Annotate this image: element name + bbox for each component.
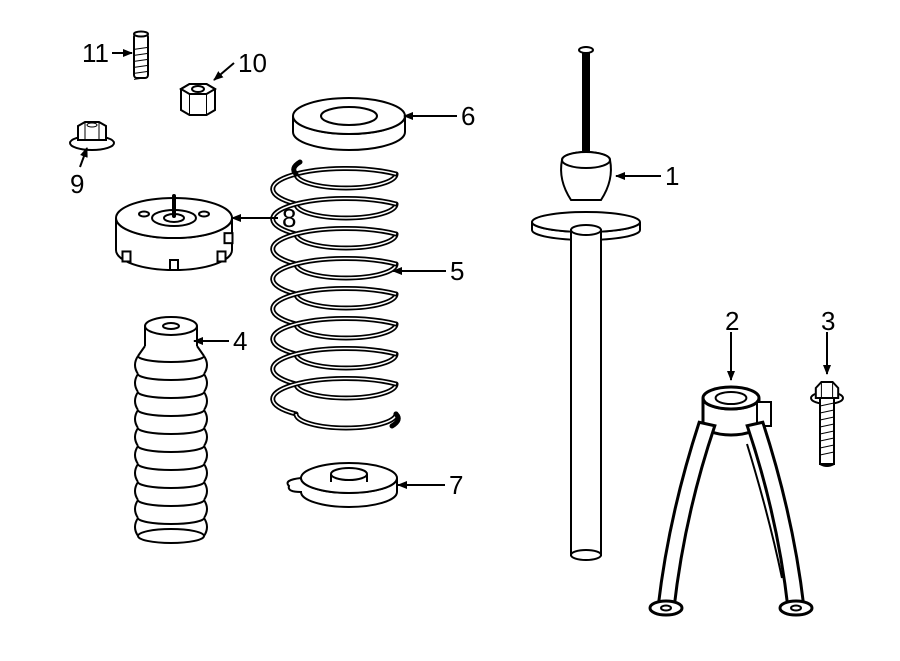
part-upper-seat (293, 98, 405, 150)
callout-label-3: 3 (821, 308, 835, 334)
callout-label-2: 2 (725, 308, 739, 334)
part-bumper-boot (135, 317, 207, 543)
callout-arrow-9 (80, 148, 87, 167)
callout-label-4: 4 (233, 328, 247, 354)
part-strut-mount (116, 196, 233, 270)
part-strut (532, 47, 640, 560)
callout-label-6: 6 (461, 103, 475, 129)
part-hex-nut-10 (181, 84, 215, 115)
parts-diagram (0, 0, 900, 661)
part-coil-spring (273, 162, 399, 428)
callout-label-9: 9 (70, 171, 84, 197)
callout-label-10: 10 (238, 50, 267, 76)
part-stud-11 (134, 32, 148, 80)
callout-arrow-10 (214, 63, 234, 80)
part-flange-nut-9 (70, 122, 114, 150)
callout-label-1: 1 (665, 163, 679, 189)
part-bracket (650, 387, 812, 615)
callout-label-11: 11 (82, 40, 109, 66)
part-bolt (811, 382, 843, 466)
callout-label-8: 8 (282, 205, 296, 231)
callout-label-5: 5 (450, 258, 464, 284)
part-lower-seat (288, 463, 398, 507)
callout-label-7: 7 (449, 472, 463, 498)
